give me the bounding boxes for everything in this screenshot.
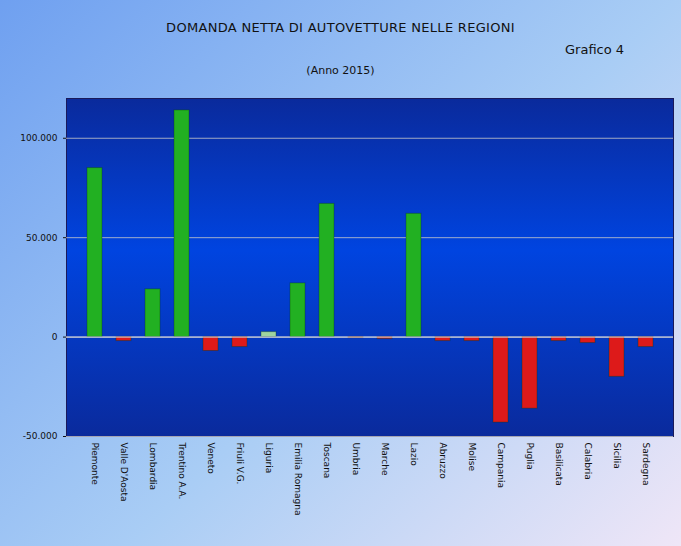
svg-text:Veneto: Veneto: [206, 443, 216, 475]
svg-text:Basilicata: Basilicata: [554, 443, 564, 486]
svg-text:Abruzzo: Abruzzo: [438, 443, 448, 480]
html-text:(Anno 2015): (Anno 2015): [306, 64, 375, 77]
svg-text:50.000: 50.000: [26, 233, 58, 243]
svg-text:Puglia: Puglia: [525, 443, 535, 470]
svg-text:-50.000: -50.000: [23, 431, 58, 441]
svg-text:Molise: Molise: [467, 443, 477, 472]
svg-text:Calabria: Calabria: [583, 443, 593, 480]
svg-text:Campania: Campania: [496, 443, 506, 489]
svg-text:Liguria: Liguria: [264, 443, 274, 474]
svg-text:Sicilia: Sicilia: [612, 443, 622, 469]
html-text:Grafico 4: Grafico 4: [565, 42, 625, 57]
svg-text:Emilia Romagna: Emilia Romagna: [293, 443, 303, 516]
svg-text:Friuli V.G.: Friuli V.G.: [235, 443, 245, 485]
svg-text:0: 0: [52, 332, 58, 342]
svg-text:Umbria: Umbria: [351, 443, 361, 476]
svg-text:Toscana: Toscana: [322, 442, 332, 479]
svg-text:Trentino A.A.: Trentino A.A.: [177, 442, 187, 500]
svg-text:Lombardia: Lombardia: [148, 443, 158, 491]
svg-text:Sardegna: Sardegna: [641, 443, 651, 486]
svg-text:Marche: Marche: [380, 443, 390, 476]
svg-text:100.000: 100.000: [20, 133, 57, 143]
svg-text:Lazio: Lazio: [409, 443, 419, 467]
svg-text:Piemonte: Piemonte: [90, 443, 100, 486]
svg-text:Valle D'Aosta: Valle D'Aosta: [119, 443, 129, 502]
html-text:DOMANDA NETTA DI AUTOVETTURE N: DOMANDA NETTA DI AUTOVETTURE NELLE REGIO…: [166, 20, 515, 35]
